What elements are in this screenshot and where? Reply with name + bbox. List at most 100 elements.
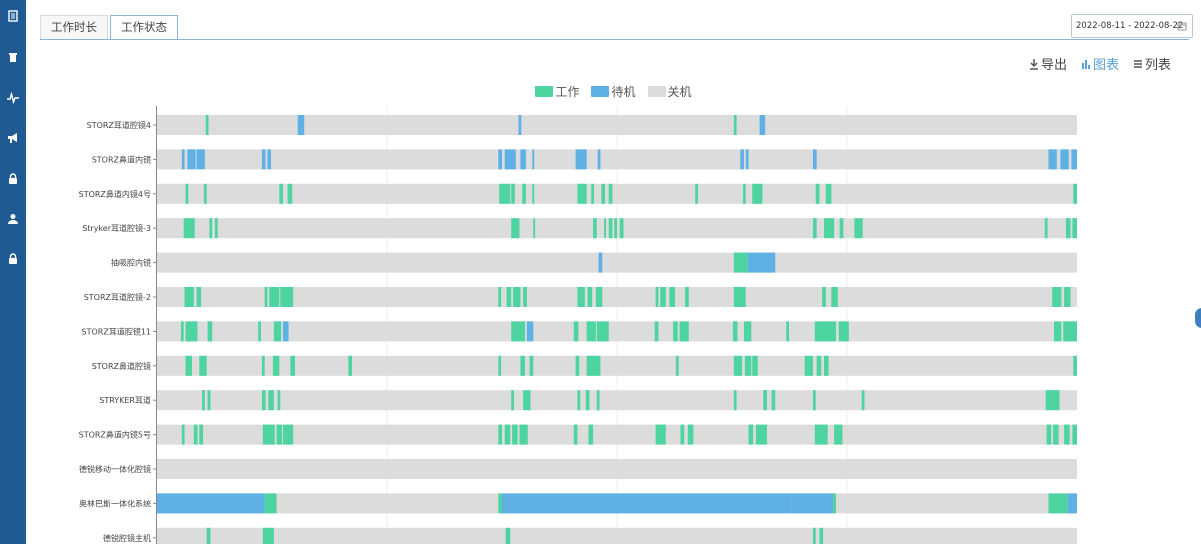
work-segment[interactable] (1044, 218, 1048, 239)
standby-segment[interactable] (747, 252, 776, 273)
work-segment[interactable] (1046, 424, 1052, 445)
work-segment[interactable] (261, 390, 266, 411)
work-segment[interactable] (601, 183, 606, 204)
work-segment[interactable] (654, 321, 659, 342)
work-segment[interactable] (596, 390, 600, 411)
work-segment[interactable] (523, 287, 527, 307)
standby-segment[interactable] (520, 149, 526, 170)
work-segment[interactable] (804, 355, 813, 376)
legend-item-work[interactable]: 工作 (535, 83, 579, 100)
work-segment[interactable] (814, 321, 836, 342)
work-segment[interactable] (498, 355, 502, 376)
work-segment[interactable] (272, 355, 280, 376)
work-segment[interactable] (819, 527, 824, 544)
off-segment[interactable] (157, 527, 1077, 544)
work-segment[interactable] (513, 287, 521, 307)
standby-segment[interactable] (267, 149, 272, 170)
work-segment[interactable] (771, 390, 776, 411)
work-segment[interactable] (655, 287, 659, 307)
off-segment[interactable] (157, 390, 1077, 411)
standby-segment[interactable] (504, 149, 516, 170)
work-segment[interactable] (522, 183, 526, 204)
legend-item-standby[interactable]: 待机 (591, 83, 636, 100)
work-segment[interactable] (822, 287, 826, 307)
standby-segment[interactable] (502, 493, 792, 514)
work-segment[interactable] (529, 355, 534, 376)
work-segment[interactable] (812, 218, 817, 239)
work-segment[interactable] (280, 287, 294, 307)
work-segment[interactable] (1072, 424, 1077, 445)
work-segment[interactable] (833, 493, 836, 514)
legend-item-off[interactable]: 关机 (647, 83, 692, 100)
standby-segment[interactable] (575, 149, 587, 170)
work-segment[interactable] (1064, 287, 1071, 307)
lock-icon[interactable] (7, 173, 19, 185)
collapse-handle[interactable] (1195, 308, 1201, 328)
work-segment[interactable] (264, 287, 268, 307)
work-segment[interactable] (184, 287, 194, 307)
work-segment[interactable] (498, 287, 502, 307)
work-segment[interactable] (290, 355, 295, 376)
work-segment[interactable] (752, 355, 758, 376)
off-segment[interactable] (157, 115, 1077, 135)
work-segment[interactable] (209, 218, 213, 239)
standby-segment[interactable] (498, 149, 502, 170)
work-segment[interactable] (593, 218, 597, 239)
work-segment[interactable] (206, 527, 211, 544)
standby-segment[interactable] (598, 252, 603, 273)
work-segment[interactable] (669, 287, 675, 307)
work-segment[interactable] (287, 183, 293, 204)
work-segment[interactable] (732, 321, 738, 342)
work-segment[interactable] (1064, 424, 1070, 445)
work-segment[interactable] (269, 287, 280, 307)
standby-segment[interactable] (812, 149, 817, 170)
off-segment[interactable] (157, 355, 1077, 376)
work-segment[interactable] (575, 355, 580, 376)
work-segment[interactable] (596, 321, 609, 342)
work-segment[interactable] (1065, 218, 1071, 239)
work-segment[interactable] (268, 390, 274, 411)
export-button[interactable]: 导出 (1029, 54, 1067, 73)
work-segment[interactable] (519, 424, 528, 445)
work-segment[interactable] (185, 321, 198, 342)
work-segment[interactable] (196, 287, 202, 307)
work-segment[interactable] (861, 390, 865, 411)
off-segment[interactable] (157, 424, 1077, 445)
standby-segment[interactable] (791, 493, 834, 514)
user-icon[interactable] (7, 213, 19, 225)
work-segment[interactable] (498, 493, 502, 514)
work-segment[interactable] (520, 355, 525, 376)
work-segment[interactable] (743, 321, 752, 342)
work-segment[interactable] (511, 390, 514, 411)
work-segment[interactable] (504, 424, 511, 445)
off-segment[interactable] (157, 183, 1077, 204)
work-segment[interactable] (733, 252, 748, 273)
work-segment[interactable] (532, 183, 535, 204)
work-segment[interactable] (733, 115, 737, 135)
megaphone-icon[interactable] (7, 132, 19, 144)
work-segment[interactable] (348, 355, 353, 376)
work-segment[interactable] (499, 183, 511, 204)
work-segment[interactable] (261, 355, 265, 376)
work-segment[interactable] (573, 321, 579, 342)
work-segment[interactable] (523, 390, 531, 411)
work-segment[interactable] (181, 424, 185, 445)
work-segment[interactable] (763, 390, 767, 411)
work-segment[interactable] (276, 424, 283, 445)
standby-segment[interactable] (740, 149, 744, 170)
work-segment[interactable] (812, 390, 816, 411)
work-segment[interactable] (743, 183, 746, 204)
work-segment[interactable] (1052, 287, 1062, 307)
work-segment[interactable] (695, 183, 698, 204)
work-segment[interactable] (505, 527, 511, 544)
work-segment[interactable] (279, 183, 284, 204)
standby-segment[interactable] (526, 321, 534, 342)
standby-segment[interactable] (1071, 149, 1077, 170)
standby-segment[interactable] (532, 149, 535, 170)
work-segment[interactable] (587, 287, 593, 307)
standby-segment[interactable] (597, 149, 601, 170)
work-segment[interactable] (585, 390, 590, 411)
standby-segment[interactable] (196, 149, 205, 170)
work-segment[interactable] (577, 390, 581, 411)
work-segment[interactable] (744, 355, 752, 376)
